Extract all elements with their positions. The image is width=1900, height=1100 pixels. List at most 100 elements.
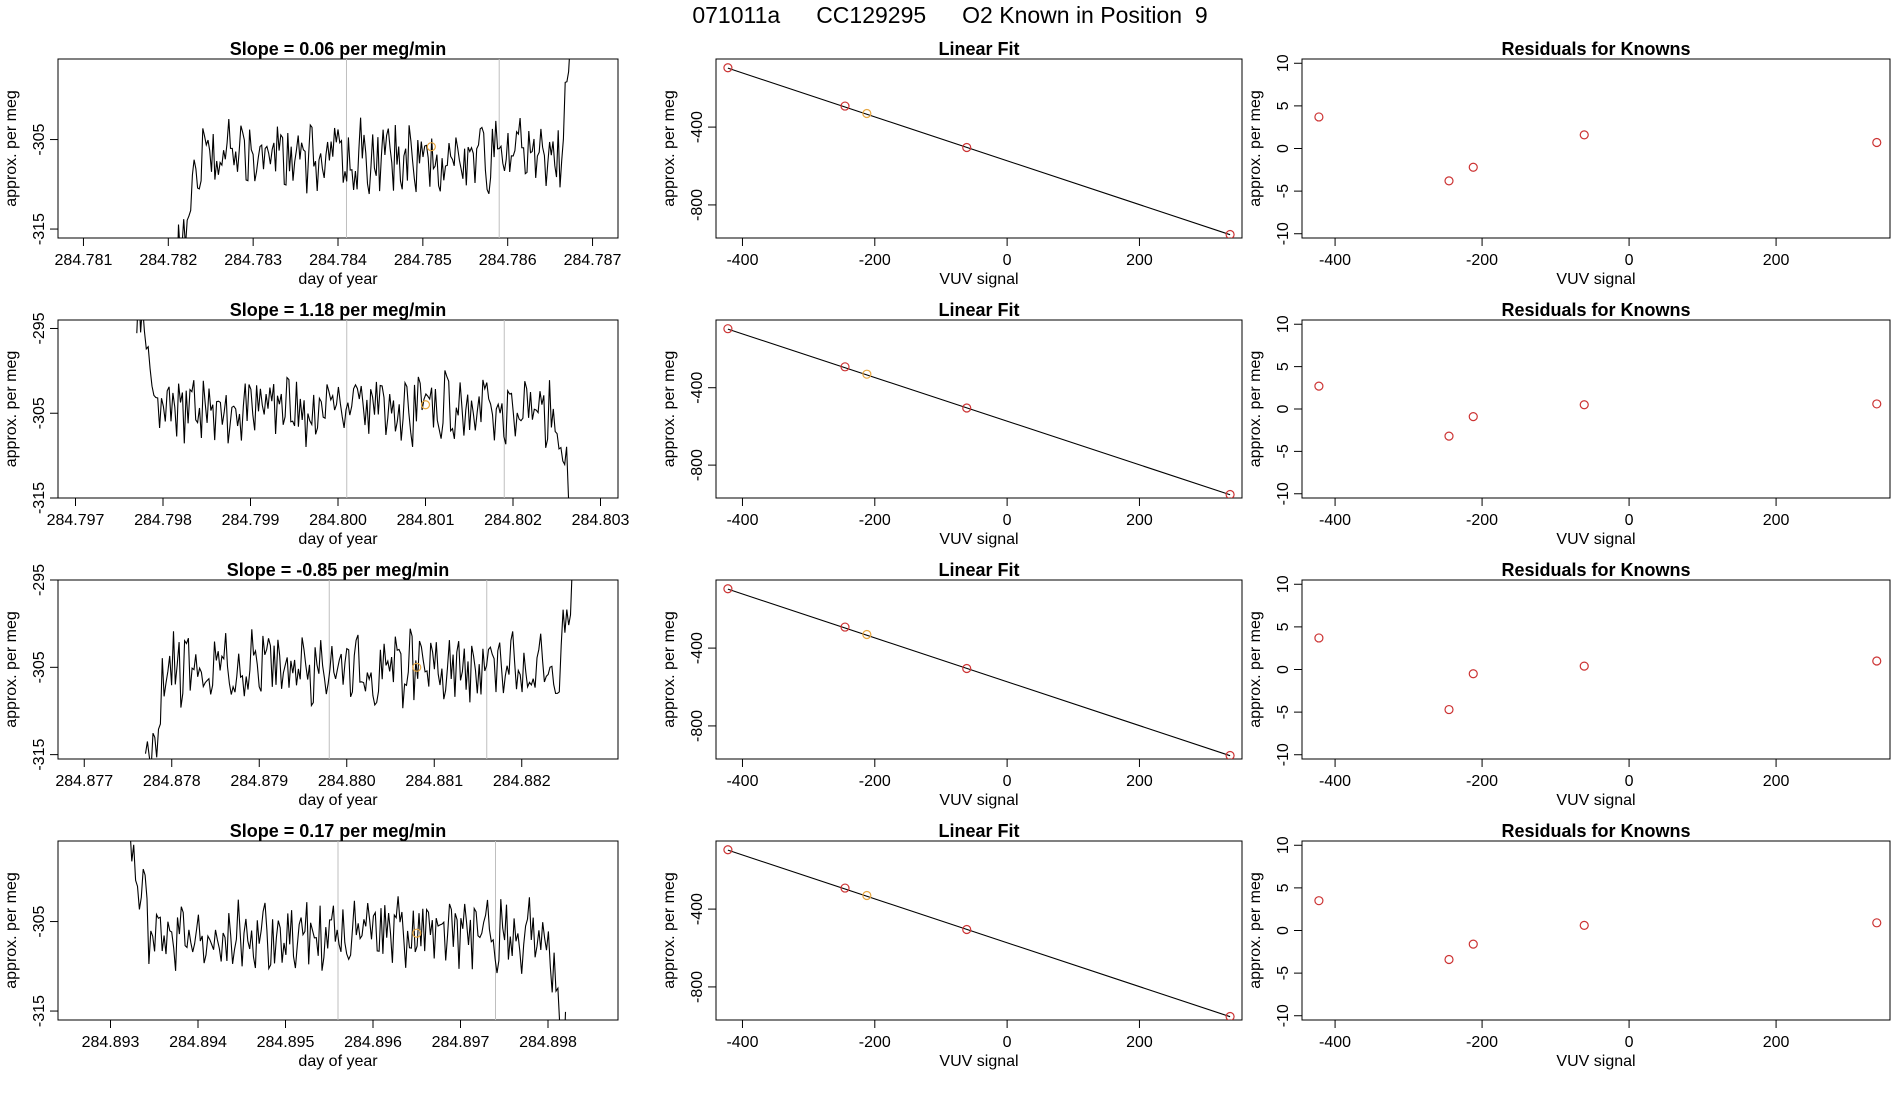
known-point <box>723 324 733 334</box>
x-axis-label: VUV signal <box>1556 531 1635 548</box>
chart-title: Slope = 0.06 per meg/min <box>230 39 447 59</box>
plot-area <box>1314 381 1882 441</box>
x-tick-label: 0 <box>1003 773 1012 790</box>
y-tick-label: 0 <box>1275 404 1292 413</box>
known-point <box>1579 130 1589 140</box>
current-sample-point <box>420 400 431 410</box>
x-tick-label: 284.787 <box>564 252 622 269</box>
plot-area <box>136 320 570 498</box>
cylinder-id: CC129295 <box>816 2 927 28</box>
known-point <box>1872 918 1882 928</box>
known-point <box>723 63 733 73</box>
known-point <box>1872 137 1882 148</box>
x-tick-label: 284.882 <box>493 773 551 790</box>
y-tick-label: 10 <box>1275 836 1292 854</box>
x-tick-label: 284.897 <box>432 1034 490 1051</box>
known-point <box>1225 229 1235 238</box>
x-tick-label: -200 <box>1466 512 1498 529</box>
chart-panel-4: Linear Fit -400 -200 0 200 VUV signal -400 -800… <box>661 39 1243 288</box>
x-tick-label: 284.878 <box>143 773 201 790</box>
y-axis-label: approx. per meg <box>661 611 678 728</box>
y-axis-label: approx. per meg <box>3 90 20 207</box>
chart-panel-0: Slope = 0.06 per meg/min 284.781 284.782 28… <box>3 39 622 288</box>
page-title: 071011a CC129295 O2 Known in Position 9 <box>0 2 1900 29</box>
y-axis-label: approx. per meg <box>661 872 678 989</box>
y-tick-label: -400 <box>689 372 706 404</box>
fit-line <box>727 328 1231 496</box>
signal-trace <box>144 580 573 759</box>
known-point <box>1314 896 1324 906</box>
y-axis-label: approx. per meg <box>661 90 678 207</box>
x-axis-label: VUV signal <box>939 1053 1018 1070</box>
chart-title: Linear Fit <box>938 39 1019 59</box>
x-tick-label: 200 <box>1763 773 1790 790</box>
y-tick-label: -295 <box>31 564 48 596</box>
x-tick-label: -200 <box>859 252 891 269</box>
x-tick-label: 0 <box>1003 1034 1012 1051</box>
x-tick-label: 284.896 <box>344 1034 402 1051</box>
x-axis-label: VUV signal <box>939 792 1018 809</box>
fit-line <box>727 588 1231 757</box>
known-point <box>1314 381 1324 391</box>
x-axis-label: VUV signal <box>1556 792 1635 809</box>
x-axis-label: day of year <box>298 271 378 288</box>
y-tick-label: 10 <box>1275 315 1292 333</box>
known-point <box>840 362 850 372</box>
y-tick-label: 0 <box>1275 665 1292 674</box>
chart-panel-2: Slope = -0.85 per meg/min 284.877 284.878 2… <box>3 560 619 809</box>
y-tick-label: 5 <box>1275 883 1292 892</box>
x-tick-label: 200 <box>1126 252 1153 269</box>
y-tick-label: -10 <box>1275 482 1292 505</box>
y-tick-label: -315 <box>31 213 48 245</box>
x-tick-label: 284.785 <box>394 252 452 269</box>
x-tick-label: -200 <box>859 773 891 790</box>
chart-panel-1: Slope = 1.18 per meg/min 284.797 284.798 28… <box>3 300 630 548</box>
known-point <box>1314 633 1324 643</box>
y-tick-label: -800 <box>689 449 706 481</box>
current-sample-point <box>862 108 872 119</box>
x-tick-label: 284.782 <box>139 252 197 269</box>
x-tick-label: 284.803 <box>572 512 630 529</box>
chart-panel-6: Linear Fit -400 -200 0 200 VUV signal -400 -800… <box>661 560 1243 809</box>
chart-title: Slope = 1.18 per meg/min <box>230 300 447 320</box>
x-tick-label: -200 <box>859 1034 891 1051</box>
known-point <box>962 142 972 153</box>
x-tick-label: -400 <box>1319 252 1351 269</box>
signal-trace <box>130 841 567 1020</box>
x-tick-label: 284.784 <box>309 252 367 269</box>
known-point <box>1225 750 1235 759</box>
y-tick-label: -295 <box>31 312 48 344</box>
plot-frame <box>715 840 1243 1021</box>
plot-area <box>723 845 1235 1020</box>
known-description: O2 Known in Position 9 <box>962 2 1208 28</box>
current-sample-point <box>862 629 872 640</box>
current-sample-point <box>412 662 422 672</box>
plot-frame <box>1301 840 1891 1021</box>
y-axis-label: approx. per meg <box>3 351 20 468</box>
y-axis-label: approx. per meg <box>1247 351 1264 468</box>
y-axis-label: approx. per meg <box>1247 611 1264 728</box>
plot-frame <box>1301 579 1891 760</box>
chart-title: Residuals for Knowns <box>1501 821 1690 841</box>
y-tick-label: 5 <box>1275 362 1292 371</box>
x-axis-label: day of year <box>298 1053 378 1070</box>
x-tick-label: 0 <box>1003 512 1012 529</box>
y-tick-label: -800 <box>689 971 706 1003</box>
x-axis-label: day of year <box>298 531 378 548</box>
x-tick-label: -400 <box>726 252 758 269</box>
y-tick-label: 0 <box>1275 926 1292 935</box>
x-axis-label: VUV signal <box>939 271 1018 288</box>
known-point <box>1444 954 1454 965</box>
x-tick-label: -200 <box>1466 1034 1498 1051</box>
x-tick-label: 284.881 <box>405 773 463 790</box>
known-point <box>840 622 850 632</box>
plot-frame <box>57 579 619 760</box>
x-axis-label: VUV signal <box>1556 271 1635 288</box>
known-point <box>840 883 850 893</box>
y-axis-label: approx. per meg <box>3 872 20 989</box>
plot-area <box>723 63 1235 238</box>
known-point <box>723 845 733 855</box>
chart-panel-8: Residuals for Knowns -400 -200 0 200 VUV sign… <box>1247 39 1891 288</box>
x-tick-label: -400 <box>1319 512 1351 529</box>
